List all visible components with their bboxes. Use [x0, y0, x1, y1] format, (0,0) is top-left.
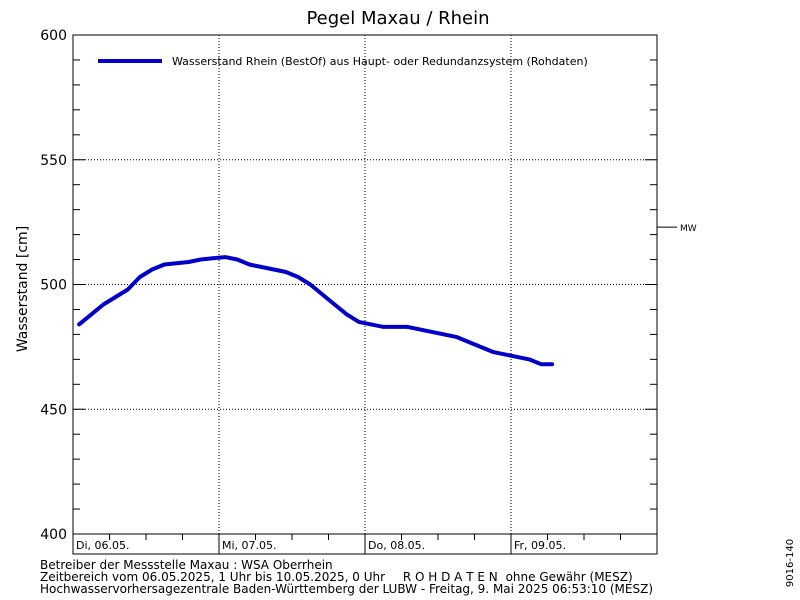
- data-point: [199, 258, 203, 262]
- data-point: [77, 322, 81, 326]
- y-tick-label: 400: [40, 527, 67, 543]
- data-point: [223, 255, 227, 259]
- data-point: [345, 312, 349, 316]
- data-point: [406, 325, 410, 329]
- data-point: [333, 302, 337, 306]
- data-point: [527, 357, 531, 361]
- x-tick-label: Di, 06.05.: [76, 539, 130, 552]
- footer-disclaimer: ohne Gewähr (MESZ): [506, 570, 633, 584]
- data-point: [539, 362, 543, 366]
- y-tick-label: 550: [40, 153, 67, 169]
- y-tick-label: 500: [40, 278, 67, 294]
- y-axis-title: Wasserstand [cm]: [15, 226, 31, 352]
- data-point: [357, 320, 361, 324]
- x-tick-label: Mi, 07.05.: [222, 539, 277, 552]
- data-point: [101, 302, 105, 306]
- data-point: [235, 258, 239, 262]
- data-point: [466, 340, 470, 344]
- data-point: [260, 265, 264, 269]
- data-point: [174, 261, 178, 265]
- data-point: [320, 292, 324, 296]
- footer-operator: Betreiber der Messstelle Maxau : WSA Obe…: [40, 558, 333, 572]
- data-point: [126, 287, 130, 291]
- data-point: [296, 275, 300, 279]
- reference-lines: MW: [657, 224, 697, 234]
- data-point: [284, 270, 288, 274]
- data-point: [247, 263, 251, 267]
- data-point: [187, 260, 191, 264]
- data-point: [393, 325, 397, 329]
- data-point: [369, 322, 373, 326]
- side-code: 9016-140: [785, 539, 796, 587]
- data-point: [550, 362, 554, 366]
- data-point: [515, 355, 519, 359]
- y-tick-labels: 400 450 500 550 600: [40, 28, 67, 543]
- data-point: [138, 275, 142, 279]
- data-point: [381, 325, 385, 329]
- footer-publisher: Hochwasservorhersagezentrale Baden-Württ…: [40, 582, 653, 596]
- reference-line-label: MW: [680, 224, 697, 234]
- data-point: [479, 345, 483, 349]
- footer-raw-data: R O H D A T E N: [403, 570, 498, 584]
- data-point: [308, 283, 312, 286]
- data-point: [430, 330, 434, 334]
- data-point: [114, 295, 118, 299]
- footer-timerange: Zeitbereich vom 06.05.2025, 1 Uhr bis 10…: [40, 570, 633, 584]
- x-axis: Di, 06.05. Mi, 07.05. Do, 08.05. Fr, 09.05.: [76, 534, 621, 554]
- data-point: [491, 350, 495, 354]
- legend-label: Wasserstand Rhein (BestOf) aus Haupt- od…: [172, 55, 588, 68]
- data-point: [211, 256, 215, 260]
- series-line-0: [77, 255, 555, 367]
- data-point: [89, 312, 93, 316]
- data-point: [442, 332, 446, 336]
- data-point: [418, 327, 422, 331]
- chart-title: Pegel Maxau / Rhein: [306, 8, 489, 29]
- y-tick-label: 450: [40, 402, 67, 418]
- data-point: [162, 263, 166, 267]
- x-tick-label: Do, 08.05.: [368, 539, 425, 552]
- x-tick-label: Fr, 09.05.: [514, 539, 566, 552]
- footer-timerange-text: Zeitbereich vom 06.05.2025, 1 Uhr bis 10…: [40, 570, 385, 584]
- y-tick-label: 600: [40, 28, 67, 44]
- y-ticks: [73, 59, 657, 510]
- series-lines: [77, 255, 555, 367]
- data-point: [272, 268, 276, 272]
- data-point: [454, 335, 458, 339]
- data-point: [150, 268, 154, 272]
- data-point: [503, 352, 507, 356]
- grid: [73, 35, 657, 534]
